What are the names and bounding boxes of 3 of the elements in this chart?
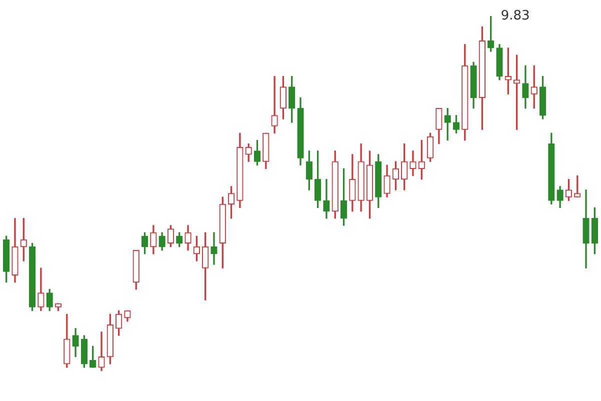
candlestick (210, 232, 218, 265)
annotation: 9.83 (500, 8, 530, 24)
candlestick (271, 76, 278, 134)
